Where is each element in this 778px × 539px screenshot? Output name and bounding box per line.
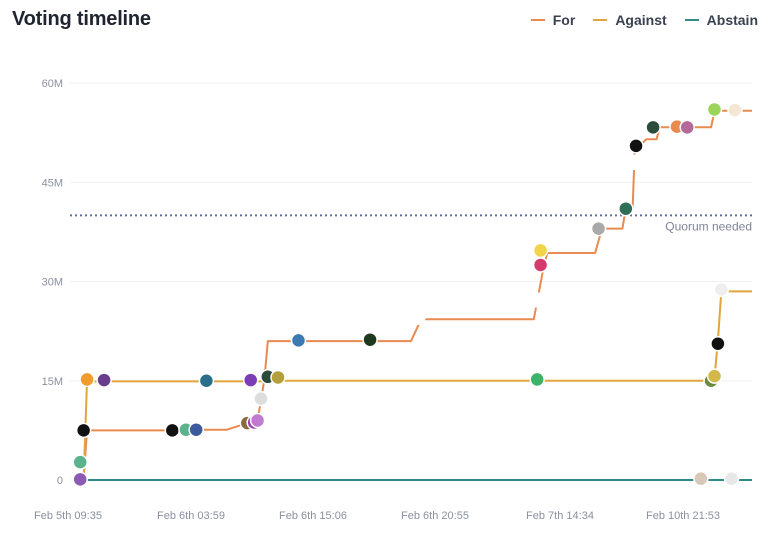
voter-avatar[interactable] [532, 257, 549, 273]
voter-avatar[interactable] [198, 373, 215, 389]
voter-avatar[interactable] [362, 331, 378, 348]
voter-avatar[interactable] [590, 220, 607, 237]
voter-avatar[interactable] [618, 200, 634, 217]
voter-avatar[interactable] [713, 281, 730, 298]
voter-avatar[interactable] [249, 412, 266, 429]
voter-avatar[interactable] [72, 454, 88, 470]
x-tick-label: Feb 5th 09:35 [34, 510, 102, 522]
voter-avatar[interactable] [79, 371, 95, 388]
voter-markers [72, 101, 743, 488]
legend-label-against: Against [615, 12, 667, 28]
y-tick-label: 15M [42, 376, 63, 388]
voter-avatar[interactable] [693, 470, 709, 487]
voter-avatar[interactable] [253, 390, 269, 407]
voter-avatar[interactable] [529, 292, 545, 308]
legend-swatch-abstain [684, 19, 699, 21]
voter-avatar[interactable] [723, 470, 740, 487]
quorum-label: Quorum needed [665, 219, 752, 233]
voter-avatar[interactable] [532, 242, 549, 259]
voter-avatar[interactable] [710, 335, 726, 352]
voter-avatar[interactable] [242, 372, 259, 388]
voter-avatar[interactable] [628, 138, 644, 154]
voter-avatar[interactable] [188, 421, 204, 438]
y-tick-label: 0 [57, 475, 63, 487]
voter-avatar[interactable] [270, 369, 286, 386]
grid-lines [70, 82, 752, 481]
x-axis-ticks: Feb 5th 09:35 Feb 6th 03:59 Feb 6th 15:06 F… [34, 510, 720, 522]
x-tick-label: Feb 10th 21:53 [646, 510, 720, 522]
voter-avatar[interactable] [706, 101, 723, 118]
voter-avatar[interactable] [645, 119, 661, 136]
voter-avatar[interactable] [75, 422, 92, 439]
voter-avatar[interactable] [706, 368, 723, 384]
y-tick-label: 60M [42, 78, 63, 90]
legend-swatch-against [593, 19, 608, 21]
x-tick-label: Feb 6th 15:06 [279, 510, 347, 522]
voter-avatar[interactable] [410, 309, 426, 325]
legend-label-abstain: Abstain [706, 12, 758, 28]
voter-avatar[interactable] [679, 119, 695, 136]
legend-item-for[interactable]: For [530, 12, 576, 28]
voter-avatar[interactable] [72, 471, 88, 488]
y-tick-label: 45M [42, 177, 63, 189]
chart-legend: For Against Abstain [530, 12, 758, 28]
legend-item-abstain[interactable]: Abstain [684, 12, 758, 28]
x-tick-label: Feb 6th 03:59 [157, 510, 225, 522]
voter-avatar[interactable] [164, 422, 181, 439]
x-tick-label: Feb 7th 14:34 [526, 510, 594, 522]
voter-avatar[interactable] [290, 332, 307, 349]
legend-swatch-for [530, 19, 545, 21]
y-axis-ticks: 0 15M 30M 45M 60M [42, 78, 63, 487]
chart-title: Voting timeline [12, 8, 151, 30]
voter-avatar[interactable] [727, 102, 743, 118]
voter-avatar[interactable] [529, 371, 545, 388]
quorum-line-group: Quorum needed [70, 214, 752, 233]
x-tick-label: Feb 6th 20:55 [401, 510, 469, 522]
legend-label-for: For [552, 12, 576, 28]
voter-avatar[interactable] [626, 154, 642, 171]
legend-item-against[interactable]: Against [593, 12, 667, 28]
y-tick-label: 30M [42, 277, 63, 289]
voter-avatar[interactable] [96, 372, 112, 388]
